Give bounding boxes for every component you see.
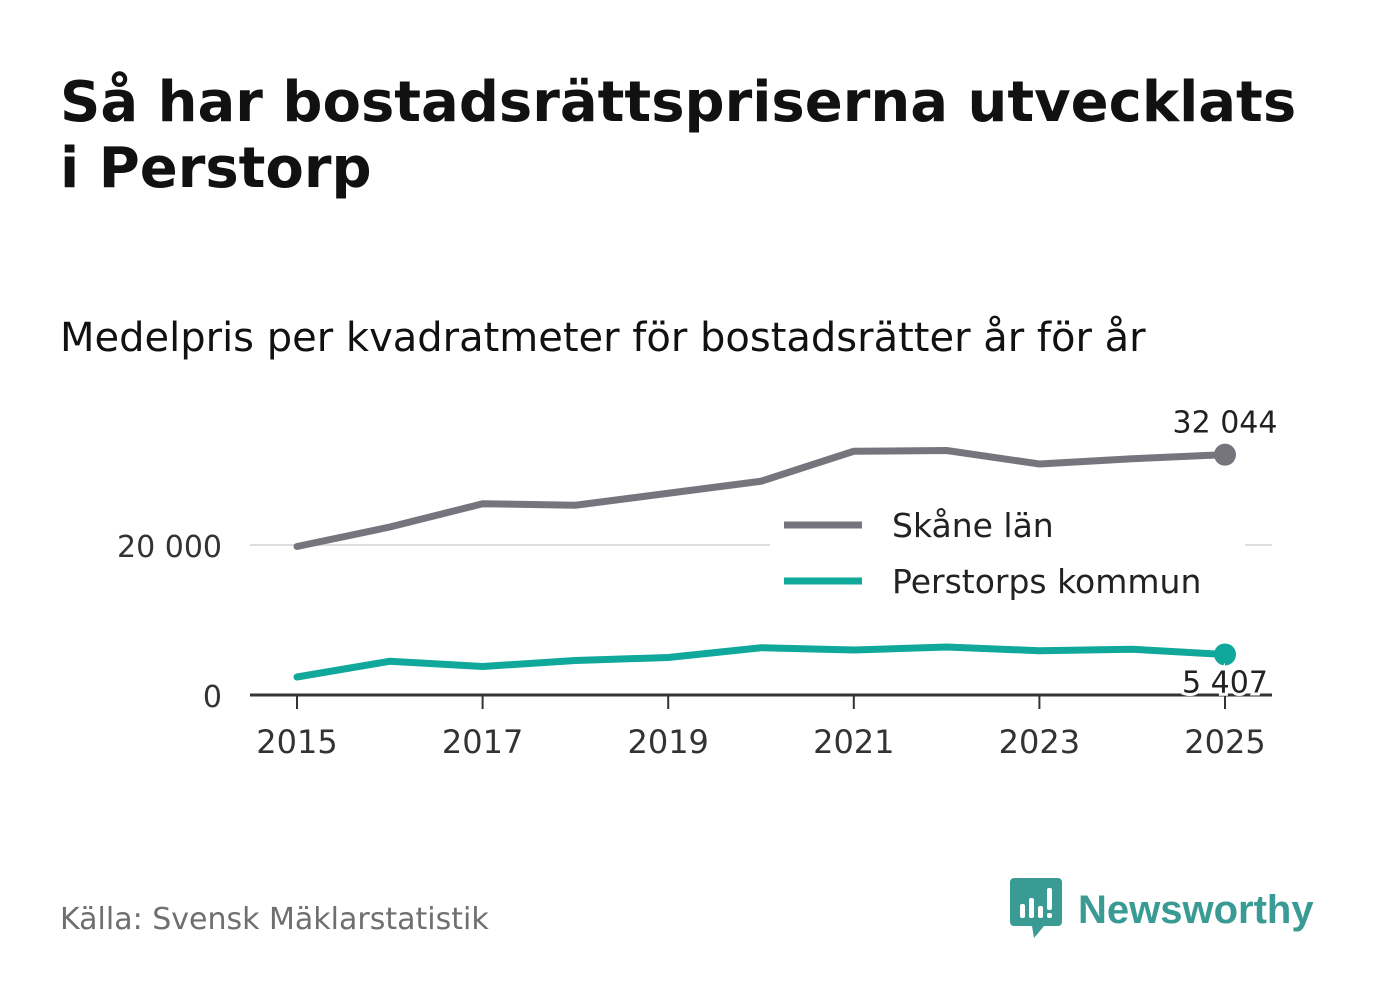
end-label-skane: 32 044	[1173, 406, 1278, 441]
legend-label-perstorp: Perstorps kommun	[892, 562, 1201, 601]
x-axis: 2015 2017 2019 2021 2023 2025	[250, 693, 1272, 761]
line-chart: 2015 2017 2019 2021 2023 2025 0 20 000 Skåne l…	[117, 403, 1281, 761]
x-tick-label: 2017	[442, 723, 523, 761]
legend-background	[770, 489, 1245, 609]
y-axis-ticks: 0 20 000	[117, 530, 222, 715]
chart-title: Så har bostadsrättspriserna utvecklats i…	[60, 70, 1297, 201]
end-label-perstorp: 5 407	[1182, 665, 1268, 700]
end-labels: 32 044 5 407	[1170, 403, 1281, 704]
series-end-point-perstorp	[1214, 643, 1236, 666]
series-end-point-skane	[1214, 443, 1236, 466]
x-tick-label: 2025	[1184, 723, 1265, 761]
brand-name: Newsworthy	[1078, 888, 1314, 932]
series-lines	[293, 443, 1236, 681]
series-line-perstorp	[293, 643, 1229, 681]
source-note: Källa: Svensk Mäklarstatistik	[60, 902, 489, 937]
x-tick-label: 2015	[256, 723, 337, 761]
x-tick-label: 2021	[813, 723, 894, 761]
legend-label-skane: Skåne län	[892, 506, 1054, 545]
brand: Newsworthy	[1010, 878, 1314, 942]
chart-subtitle: Medelpris per kvadratmeter för bostadsrä…	[60, 315, 1146, 361]
y-tick-label: 0	[203, 680, 222, 715]
x-tick-label: 2023	[999, 723, 1080, 761]
newsworthy-logo-icon	[1010, 878, 1062, 938]
series-line-skane	[293, 447, 1229, 550]
legend: Skåne län Perstorps kommun	[770, 489, 1245, 609]
y-tick-label: 20 000	[117, 530, 222, 565]
x-tick-label: 2019	[627, 723, 708, 761]
